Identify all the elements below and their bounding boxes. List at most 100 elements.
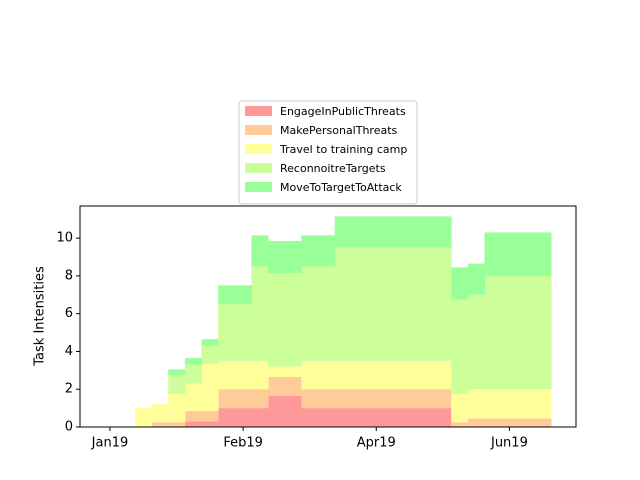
legend-swatch bbox=[245, 106, 272, 116]
area-step bbox=[218, 408, 236, 427]
area-step bbox=[467, 389, 485, 419]
legend-swatch bbox=[245, 163, 272, 173]
area-step bbox=[351, 247, 369, 361]
area-step bbox=[467, 263, 485, 295]
y-tick-label: 6 bbox=[65, 306, 73, 321]
area-step bbox=[501, 275, 519, 390]
area-step bbox=[367, 408, 386, 427]
area-step bbox=[434, 389, 452, 409]
area-step bbox=[334, 408, 352, 427]
area-step bbox=[517, 389, 535, 419]
area-step bbox=[384, 389, 402, 409]
area-step bbox=[301, 408, 319, 427]
area-step bbox=[318, 235, 336, 267]
area-step bbox=[218, 304, 236, 361]
area-step bbox=[351, 216, 369, 248]
area-step bbox=[318, 360, 336, 390]
area-step bbox=[284, 376, 302, 396]
area-step bbox=[367, 389, 386, 409]
area-step bbox=[517, 232, 535, 276]
area-step bbox=[467, 418, 485, 427]
area-step bbox=[434, 408, 452, 427]
area-step bbox=[201, 421, 219, 427]
area-step bbox=[301, 389, 319, 409]
area-step bbox=[501, 232, 519, 276]
area-step bbox=[151, 404, 169, 423]
area-step bbox=[501, 389, 519, 419]
area-step bbox=[367, 360, 386, 390]
area-step bbox=[168, 422, 186, 427]
legend-label: MakePersonalThreats bbox=[280, 124, 398, 137]
area-step bbox=[234, 285, 252, 305]
legend-frame bbox=[238, 100, 418, 205]
area-step bbox=[268, 273, 286, 367]
area-step bbox=[234, 408, 252, 427]
area-step bbox=[334, 360, 352, 390]
area-step bbox=[534, 418, 552, 427]
area-step bbox=[268, 376, 286, 396]
area-step bbox=[318, 408, 336, 427]
area-step bbox=[251, 360, 269, 390]
area-step bbox=[151, 422, 169, 427]
area-step bbox=[401, 360, 419, 390]
area-step bbox=[184, 364, 203, 384]
area-step bbox=[351, 360, 369, 390]
area-step bbox=[467, 294, 485, 390]
x-tick-label: Feb19 bbox=[223, 436, 263, 451]
x-tick-label: Apr19 bbox=[357, 436, 396, 451]
area-step bbox=[534, 232, 552, 276]
y-tick-label: 4 bbox=[65, 344, 73, 359]
area-step bbox=[251, 266, 269, 361]
area-step bbox=[284, 395, 302, 427]
area-step bbox=[534, 389, 552, 419]
area-step bbox=[484, 275, 502, 390]
x-tick-label: Jun19 bbox=[490, 436, 528, 451]
area-step bbox=[417, 360, 436, 390]
area-step bbox=[201, 410, 219, 422]
area-step bbox=[301, 360, 319, 390]
area-step bbox=[384, 360, 402, 390]
area-step bbox=[417, 247, 436, 361]
legend-label: Travel to training camp bbox=[279, 143, 407, 156]
legend-swatch bbox=[245, 182, 272, 192]
area-step bbox=[234, 389, 252, 409]
area-step bbox=[367, 216, 386, 248]
area-step bbox=[501, 418, 519, 427]
area-step bbox=[234, 360, 252, 390]
area-step bbox=[168, 393, 186, 423]
area-step bbox=[417, 216, 436, 248]
area-step bbox=[184, 410, 203, 422]
area-step bbox=[268, 240, 286, 274]
area-step bbox=[484, 389, 502, 419]
area-step bbox=[517, 418, 535, 427]
area-step bbox=[184, 383, 203, 411]
area-step bbox=[384, 216, 402, 248]
area-step bbox=[284, 240, 302, 274]
legend-label: ReconnoitreTargets bbox=[280, 162, 386, 175]
legend-swatch bbox=[245, 144, 272, 154]
area-step bbox=[367, 247, 386, 361]
area-step bbox=[318, 266, 336, 361]
area-step bbox=[218, 389, 236, 409]
legend-swatch bbox=[245, 125, 272, 135]
y-tick-label: 0 bbox=[65, 420, 73, 435]
area-step bbox=[484, 418, 502, 427]
y-tick-label: 8 bbox=[65, 268, 73, 283]
area-step bbox=[434, 247, 452, 361]
area-step bbox=[534, 275, 552, 390]
area-step bbox=[517, 275, 535, 390]
plot-frame bbox=[79, 205, 577, 428]
area-step bbox=[201, 339, 219, 346]
area-step bbox=[251, 235, 269, 267]
legend-label: MoveToTargetToAttack bbox=[280, 181, 402, 194]
area-step bbox=[268, 366, 286, 377]
area-step bbox=[284, 366, 302, 377]
area-step bbox=[401, 408, 419, 427]
area-step bbox=[168, 369, 186, 376]
area-step bbox=[168, 375, 186, 394]
area-step bbox=[201, 345, 219, 364]
area-step bbox=[284, 273, 302, 367]
x-tick-label: Jan19 bbox=[91, 436, 129, 451]
area-step bbox=[417, 389, 436, 409]
